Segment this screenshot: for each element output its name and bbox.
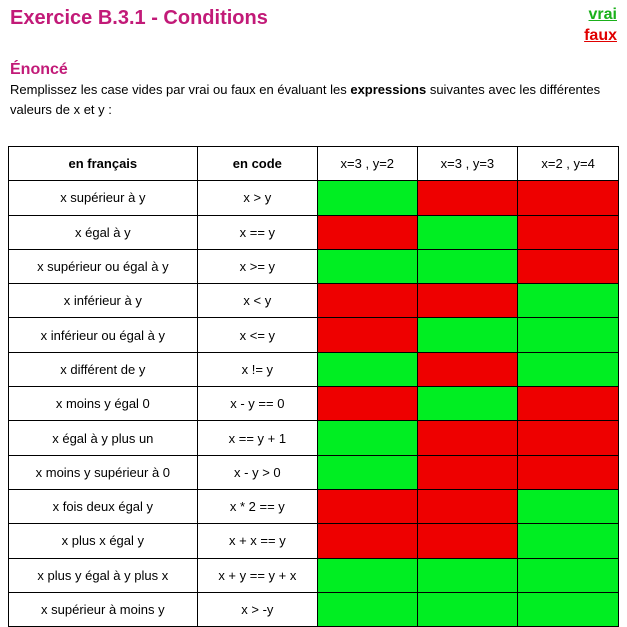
- header-case-3: x=2 , y=4: [517, 145, 619, 182]
- legend-faux-link[interactable]: faux: [584, 27, 617, 44]
- answer-cell-vrai[interactable]: [416, 557, 519, 593]
- header-en-francais: en français: [8, 145, 198, 182]
- answer-cell-faux[interactable]: [517, 386, 619, 422]
- answer-cell-vrai[interactable]: [517, 317, 619, 353]
- page-title: Exercice B.3.1 - Conditions: [10, 7, 268, 29]
- answer-cell-vrai[interactable]: [517, 523, 619, 559]
- cell-french: x différent de y: [8, 351, 198, 388]
- table-row: x égal à y plus un x == y + 1: [8, 420, 619, 456]
- answer-cell-vrai[interactable]: [416, 248, 519, 285]
- cell-french: x égal à y: [8, 214, 198, 250]
- instructions-text: Remplissez les case vides par vrai ou fa…: [10, 80, 610, 120]
- cell-code: x - y == 0: [196, 386, 319, 422]
- answer-cell-faux[interactable]: [416, 283, 519, 319]
- cell-french: x inférieur à y: [8, 283, 198, 319]
- cell-code: x + x == y: [196, 523, 319, 559]
- header-case-2: x=3 , y=3: [416, 145, 519, 182]
- answer-cell-vrai[interactable]: [317, 420, 418, 456]
- cell-code: x == y: [196, 214, 319, 250]
- answer-cell-vrai[interactable]: [317, 591, 418, 627]
- cell-code: x <= y: [196, 317, 319, 353]
- answer-cell-faux[interactable]: [517, 214, 619, 250]
- conditions-table: en français en code x=3 , y=2 x=3 , y=3 …: [8, 145, 619, 627]
- header-case-1: x=3 , y=2: [317, 145, 418, 182]
- answer-cell-vrai[interactable]: [416, 386, 519, 422]
- table-header-row: en français en code x=3 , y=2 x=3 , y=3 …: [8, 145, 619, 182]
- section-heading-enonce: Énoncé: [10, 61, 68, 78]
- answer-cell-vrai[interactable]: [317, 248, 418, 285]
- answer-cell-faux[interactable]: [517, 454, 619, 490]
- answer-cell-faux[interactable]: [317, 214, 418, 250]
- legend: vrai faux: [584, 4, 617, 46]
- cell-code: x == y + 1: [196, 420, 319, 456]
- answer-cell-vrai[interactable]: [517, 557, 619, 593]
- cell-french: x fois deux égal y: [8, 488, 198, 525]
- answer-cell-vrai[interactable]: [317, 180, 418, 216]
- cell-code: x < y: [196, 283, 319, 319]
- cell-french: x égal à y plus un: [8, 420, 198, 456]
- answer-cell-vrai[interactable]: [517, 591, 619, 627]
- cell-french: x moins y supérieur à 0: [8, 454, 198, 490]
- answer-cell-faux[interactable]: [416, 523, 519, 559]
- cell-code: x >= y: [196, 248, 319, 285]
- cell-french: x supérieur ou égal à y: [8, 248, 198, 285]
- instructions-text-part: Remplissez les case vides par vrai ou fa…: [10, 82, 351, 97]
- answer-cell-faux[interactable]: [317, 523, 418, 559]
- cell-french: x plus x égal y: [8, 523, 198, 559]
- instructions-bold-word: expressions: [350, 82, 427, 97]
- answer-cell-vrai[interactable]: [317, 557, 418, 593]
- answer-cell-vrai[interactable]: [416, 214, 519, 250]
- answer-cell-faux[interactable]: [517, 420, 619, 456]
- cell-french: x supérieur à y: [8, 180, 198, 216]
- answer-cell-faux[interactable]: [416, 351, 519, 388]
- cell-french: x plus y égal à y plus x: [8, 557, 198, 593]
- cell-code: x * 2 == y: [196, 488, 319, 525]
- cell-french: x moins y égal 0: [8, 386, 198, 422]
- answer-cell-vrai[interactable]: [517, 283, 619, 319]
- answer-cell-faux[interactable]: [416, 454, 519, 490]
- answer-cell-vrai[interactable]: [517, 488, 619, 525]
- cell-code: x != y: [196, 351, 319, 388]
- answer-cell-vrai[interactable]: [317, 454, 418, 490]
- cell-code: x + y == y + x: [196, 557, 319, 593]
- header-en-code: en code: [196, 145, 319, 182]
- answer-cell-vrai[interactable]: [416, 591, 519, 627]
- legend-vrai-link[interactable]: vrai: [588, 6, 617, 23]
- answer-cell-faux[interactable]: [517, 180, 619, 216]
- answer-cell-faux[interactable]: [317, 488, 418, 525]
- answer-cell-vrai[interactable]: [317, 351, 418, 388]
- cell-french: x supérieur à moins y: [8, 591, 198, 627]
- answer-cell-faux[interactable]: [416, 180, 519, 216]
- answer-cell-faux[interactable]: [416, 488, 519, 525]
- cell-french: x inférieur ou égal à y: [8, 317, 198, 353]
- answer-cell-vrai[interactable]: [517, 351, 619, 388]
- answer-cell-faux[interactable]: [317, 386, 418, 422]
- cell-code: x > y: [196, 180, 319, 216]
- answer-cell-faux[interactable]: [317, 283, 418, 319]
- answer-cell-faux[interactable]: [317, 317, 418, 353]
- answer-cell-vrai[interactable]: [416, 317, 519, 353]
- answer-cell-faux[interactable]: [416, 420, 519, 456]
- answer-cell-faux[interactable]: [517, 248, 619, 285]
- cell-code: x - y > 0: [196, 454, 319, 490]
- cell-code: x > -y: [196, 591, 319, 627]
- instructions-text-part: suivantes avec les différentes valeurs d…: [10, 82, 601, 117]
